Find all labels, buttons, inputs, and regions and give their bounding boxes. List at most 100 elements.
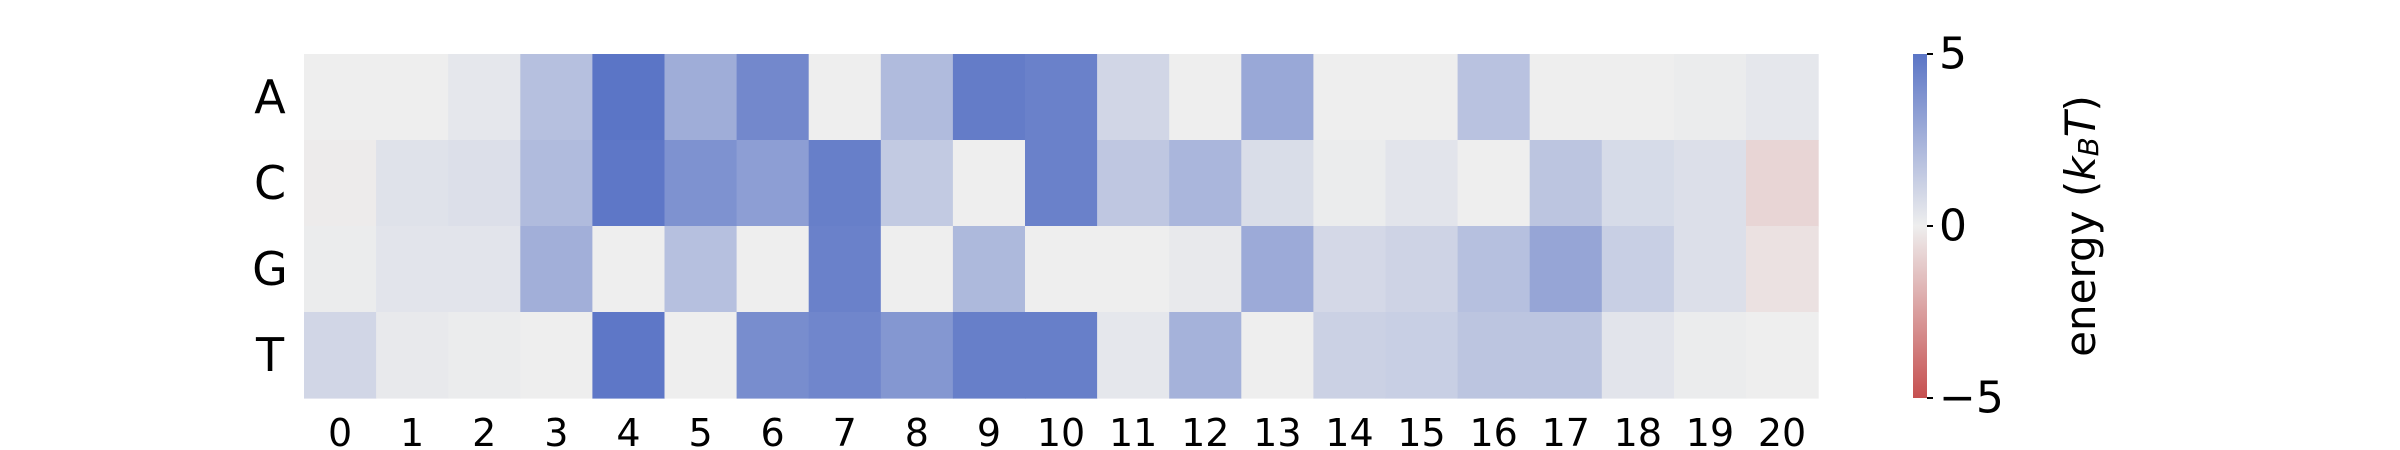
y-tick-label-T: T xyxy=(255,328,285,382)
x-tick-label-10: 10 xyxy=(1037,411,1085,450)
heatmap-cell-C-13 xyxy=(1241,140,1314,227)
heatmap-cell-A-12 xyxy=(1169,54,1242,141)
x-tick-label-12: 12 xyxy=(1181,411,1229,450)
x-tick-label-15: 15 xyxy=(1397,411,1445,450)
x-tick-label-18: 18 xyxy=(1614,411,1662,450)
heatmap-cell-A-20 xyxy=(1746,54,1819,141)
x-tick-label-1: 1 xyxy=(400,411,424,450)
x-tick-labels: 0 1 2 3 4 5 6 7 8 9 10 11 12 13 14 15 16 17 18 19 20 xyxy=(328,411,1806,450)
heatmap-cell-T-8 xyxy=(880,312,954,399)
x-tick-label-5: 5 xyxy=(688,411,712,450)
heatmap-cell-C-14 xyxy=(1313,140,1387,227)
heatmap-cell-C-9 xyxy=(952,140,1026,227)
heatmap-cell-G-9 xyxy=(952,226,1026,313)
heatmap-cell-T-11 xyxy=(1097,312,1170,399)
heatmap-cell-C-6 xyxy=(736,140,810,227)
heatmap-cell-A-18 xyxy=(1601,54,1675,141)
heatmap-cell-C-19 xyxy=(1673,140,1747,227)
colorbar: 5 0 −5 energy (kBT) xyxy=(1913,29,2105,424)
heatmap-cell-A-8 xyxy=(880,54,954,141)
heatmap-cell-C-20 xyxy=(1746,140,1819,227)
x-tick-label-8: 8 xyxy=(905,411,929,450)
heatmap-cell-T-13 xyxy=(1241,312,1314,399)
x-tick-label-7: 7 xyxy=(833,411,857,450)
heatmap-cell-C-18 xyxy=(1601,140,1675,227)
heatmap-cell-C-1 xyxy=(376,140,449,227)
heatmap-cell-G-20 xyxy=(1746,226,1819,313)
colorbar-gradient xyxy=(1913,54,1927,398)
heatmap-cell-C-10 xyxy=(1025,140,1098,227)
heatmap-cell-G-1 xyxy=(376,226,449,313)
heatmap-cell-C-0 xyxy=(304,140,377,227)
heatmap-cell-A-14 xyxy=(1313,54,1387,141)
x-tick-label-0: 0 xyxy=(328,411,352,450)
heatmap-cell-G-3 xyxy=(520,226,593,313)
heatmap-cell-T-14 xyxy=(1313,312,1387,399)
x-tick-label-6: 6 xyxy=(761,411,785,450)
heatmap-cell-G-15 xyxy=(1385,226,1459,313)
heatmap-cell-G-19 xyxy=(1673,226,1747,313)
x-tick-label-14: 14 xyxy=(1325,411,1373,450)
heatmap-cell-T-12 xyxy=(1169,312,1242,399)
heatmap-cell-C-16 xyxy=(1457,140,1531,227)
y-tick-label-G: G xyxy=(252,242,288,296)
x-tick-label-20: 20 xyxy=(1758,411,1806,450)
x-tick-label-11: 11 xyxy=(1109,411,1157,450)
heatmap-cell-T-3 xyxy=(520,312,593,399)
heatmap-cell-G-4 xyxy=(592,226,666,313)
colorbar-label-k: k xyxy=(2056,155,2105,181)
heatmap-cell-A-0 xyxy=(304,54,377,141)
heatmap-cell-T-18 xyxy=(1601,312,1675,399)
heatmap-cell-G-7 xyxy=(808,226,882,313)
heatmap-cell-G-17 xyxy=(1529,226,1603,313)
x-tick-label-4: 4 xyxy=(616,411,640,450)
heatmap-cell-G-13 xyxy=(1241,226,1314,313)
heatmap-cell-A-2 xyxy=(448,54,521,141)
heatmap-cell-G-0 xyxy=(304,226,377,313)
colorbar-tick-label: 0 xyxy=(1939,201,1967,252)
heatmap-cell-A-6 xyxy=(736,54,810,141)
y-tick-label-A: A xyxy=(254,70,286,124)
heatmap-cell-T-17 xyxy=(1529,312,1603,399)
x-tick-label-3: 3 xyxy=(544,411,568,450)
heatmap-cell-G-11 xyxy=(1097,226,1170,313)
x-tick-label-2: 2 xyxy=(472,411,496,450)
heatmap-cell-C-7 xyxy=(808,140,882,227)
colorbar-label-prefix: energy ( xyxy=(2056,181,2105,357)
heatmap-cell-A-16 xyxy=(1457,54,1531,141)
heatmap-cell-T-16 xyxy=(1457,312,1531,399)
heatmap-cell-T-4 xyxy=(592,312,666,399)
colorbar-label-suffix: ) xyxy=(2056,95,2105,111)
heatmap-cell-C-8 xyxy=(880,140,954,227)
heatmap-cell-C-4 xyxy=(592,140,666,227)
heatmap-cell-T-10 xyxy=(1025,312,1098,399)
heatmap-cell-A-9 xyxy=(952,54,1026,141)
heatmap-cell-G-10 xyxy=(1025,226,1098,313)
heatmap-cell-G-6 xyxy=(736,226,810,313)
heatmap-cell-T-5 xyxy=(664,312,738,399)
heatmap-cell-G-8 xyxy=(880,226,954,313)
x-tick-label-9: 9 xyxy=(977,411,1001,450)
colorbar-label: energy (kBT) xyxy=(2056,95,2105,357)
heatmap-cell-T-19 xyxy=(1673,312,1747,399)
heatmap-cell-G-14 xyxy=(1313,226,1387,313)
heatmap-cell-G-18 xyxy=(1601,226,1675,313)
heatmap-cell-C-3 xyxy=(520,140,593,227)
heatmap-cell-T-1 xyxy=(376,312,449,399)
x-tick-label-13: 13 xyxy=(1253,411,1301,450)
heatmap-cell-A-3 xyxy=(520,54,593,141)
x-tick-label-17: 17 xyxy=(1542,411,1590,450)
heatmap-cell-C-5 xyxy=(664,140,738,227)
heatmap-cell-G-12 xyxy=(1169,226,1242,313)
colorbar-label-sub: B xyxy=(2072,137,2105,156)
heatmap-cell-C-15 xyxy=(1385,140,1459,227)
x-tick-label-16: 16 xyxy=(1469,411,1517,450)
heatmap-cell-T-6 xyxy=(736,312,810,399)
heatmap-cell-C-17 xyxy=(1529,140,1603,227)
heatmap-cell-T-7 xyxy=(808,312,882,399)
heatmap-cell-A-19 xyxy=(1673,54,1747,141)
colorbar-tick-label: −5 xyxy=(1939,373,2004,424)
x-tick-label-19: 19 xyxy=(1686,411,1734,450)
y-tick-label-C: C xyxy=(254,156,286,210)
heatmap-cell-T-15 xyxy=(1385,312,1459,399)
